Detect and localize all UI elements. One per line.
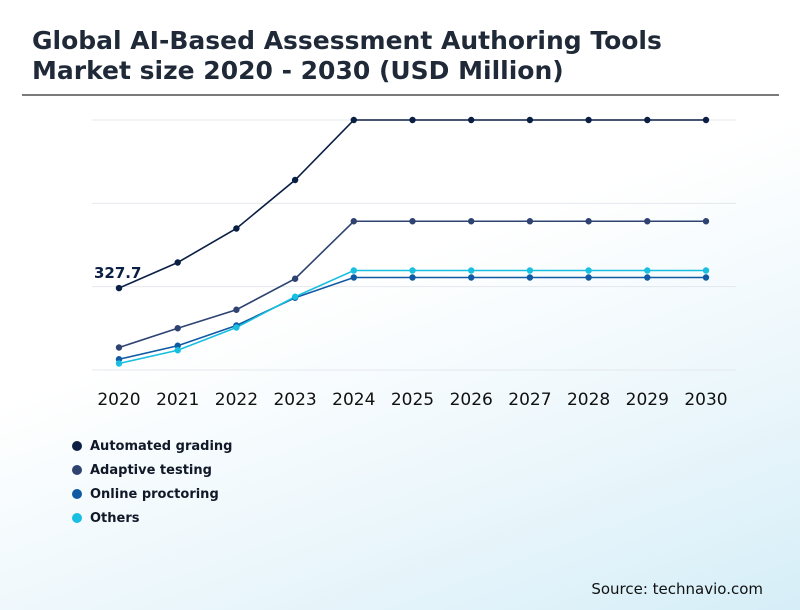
legend-item: Online proctoring xyxy=(72,482,232,506)
legend-label: Automated grading xyxy=(90,438,233,454)
legend-marker xyxy=(72,489,82,499)
data-point xyxy=(291,293,299,300)
data-point xyxy=(585,218,592,225)
data-point xyxy=(644,267,651,274)
legend: Automated grading Adaptive testing Online … xyxy=(72,434,232,530)
data-point xyxy=(702,218,710,225)
legend-label: Others xyxy=(90,510,140,526)
legend-item: Others xyxy=(72,506,232,530)
gridlines xyxy=(92,119,736,371)
data-point xyxy=(174,347,181,354)
data-point xyxy=(644,274,651,281)
series-line xyxy=(118,220,706,349)
data-point xyxy=(350,218,357,225)
data-point xyxy=(468,274,475,281)
data-point xyxy=(174,259,181,266)
chart-title: Global AI-Based Assessment Authoring Too… xyxy=(32,26,662,85)
data-point xyxy=(585,274,592,281)
data-point xyxy=(468,267,475,274)
x-tick-label: 2020 xyxy=(97,390,140,410)
legend-label: Online proctoring xyxy=(90,486,219,502)
data-point xyxy=(702,116,710,124)
data-point xyxy=(644,116,651,124)
data-point xyxy=(702,274,710,281)
data-point xyxy=(115,284,123,292)
series-line xyxy=(118,269,706,365)
data-point xyxy=(409,218,416,225)
series-line xyxy=(118,119,706,289)
series-lines xyxy=(118,119,706,365)
data-point xyxy=(233,324,240,331)
data-point xyxy=(585,116,592,124)
data-point xyxy=(350,274,357,281)
data-point xyxy=(291,176,299,184)
x-tick-label: 2025 xyxy=(391,390,434,410)
legend-marker xyxy=(72,513,82,523)
x-axis-ticks: 2020 2021 2022 2023 2024 2025 2026 2027 2028 2029… xyxy=(97,390,727,410)
data-point xyxy=(409,116,416,124)
data-point xyxy=(526,274,534,281)
data-point xyxy=(350,267,357,274)
series-points xyxy=(115,116,710,367)
source-text: Source: technavio.com xyxy=(591,580,763,598)
x-tick-label: 2024 xyxy=(332,390,375,410)
x-tick-label: 2023 xyxy=(273,390,316,410)
data-point xyxy=(526,218,534,225)
legend-item: Adaptive testing xyxy=(72,458,232,482)
data-point xyxy=(585,267,592,274)
data-point xyxy=(174,325,181,332)
data-point xyxy=(702,267,710,274)
data-point xyxy=(233,306,240,313)
data-point xyxy=(409,274,416,281)
legend-marker xyxy=(72,465,82,475)
title-divider xyxy=(22,94,779,96)
x-tick-label: 2026 xyxy=(450,390,493,410)
data-point xyxy=(174,342,181,349)
x-tick-label: 2022 xyxy=(215,390,258,410)
data-point xyxy=(526,116,534,124)
data-point xyxy=(409,267,416,274)
x-tick-label: 2030 xyxy=(684,390,727,410)
data-point xyxy=(468,116,475,124)
annotations: 327.7 xyxy=(94,264,141,282)
data-point xyxy=(115,344,123,351)
x-tick-label: 2027 xyxy=(508,390,551,410)
data-point xyxy=(233,225,240,232)
legend-item: Automated grading xyxy=(72,434,232,458)
data-point xyxy=(644,218,651,225)
data-point xyxy=(350,116,357,124)
legend-marker xyxy=(72,441,82,451)
x-tick-label: 2029 xyxy=(626,390,669,410)
data-label: 327.7 xyxy=(94,264,141,282)
data-point xyxy=(115,360,123,367)
legend-label: Adaptive testing xyxy=(90,462,212,478)
data-point xyxy=(526,267,534,274)
x-tick-label: 2028 xyxy=(567,390,610,410)
x-tick-label: 2021 xyxy=(156,390,199,410)
data-point xyxy=(291,275,299,282)
data-point xyxy=(468,218,475,225)
